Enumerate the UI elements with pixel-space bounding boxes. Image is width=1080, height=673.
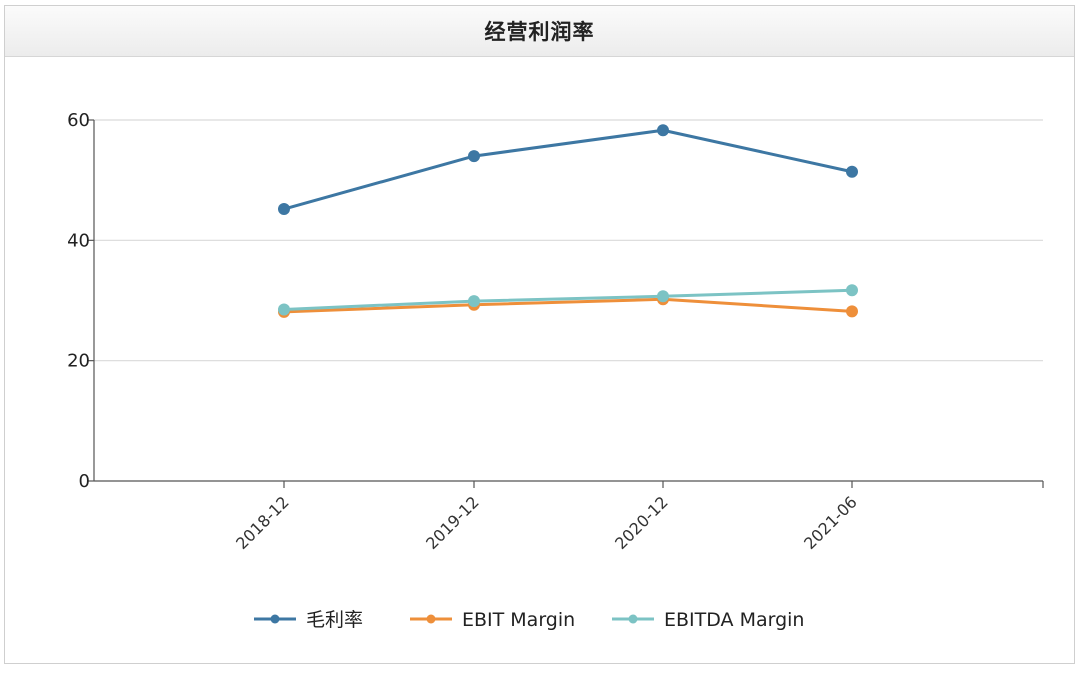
- legend-swatch-marker: [628, 614, 638, 624]
- series: [278, 124, 858, 318]
- series-line: [283, 288, 853, 312]
- y-tick-label: 60: [67, 110, 90, 131]
- x-tick-label: 2020-12: [611, 492, 672, 553]
- data-point[interactable]: [278, 303, 290, 316]
- y-tick-label: 0: [79, 471, 90, 492]
- chart-panel: 经营利润率: [4, 5, 1075, 664]
- data-point[interactable]: [846, 305, 858, 318]
- legend-label: 毛利率: [306, 609, 363, 631]
- data-point[interactable]: [846, 284, 858, 297]
- x-tick-label: 2021-06: [800, 492, 861, 553]
- data-point[interactable]: [468, 295, 480, 308]
- y-tick-label: 20: [67, 351, 90, 372]
- series-0: [278, 124, 858, 216]
- data-point[interactable]: [278, 203, 290, 216]
- legend-item-2[interactable]: EBITDA Margin: [612, 609, 804, 631]
- data-point[interactable]: [657, 290, 669, 303]
- legend-swatch-marker: [270, 614, 280, 624]
- series-line: [283, 128, 853, 211]
- panel-header: 经营利润率: [5, 6, 1074, 57]
- axes: [93, 120, 1044, 488]
- data-point[interactable]: [657, 124, 669, 137]
- panel-title: 经营利润率: [484, 20, 595, 44]
- legend-item-1[interactable]: EBIT Margin: [410, 609, 575, 631]
- x-tick-labels: 2018-12 2019-12 2020-12 2021-06: [232, 481, 861, 553]
- data-point[interactable]: [846, 165, 858, 178]
- legend-label: EBIT Margin: [462, 609, 575, 631]
- x-tick-label: 2019-12: [422, 492, 483, 553]
- data-point[interactable]: [468, 150, 480, 163]
- y-tick-label: 40: [67, 230, 90, 251]
- legend-item-0[interactable]: 毛利率: [254, 609, 363, 631]
- legend-swatch-marker: [426, 614, 436, 624]
- legend-label: EBITDA Margin: [664, 609, 804, 631]
- grid-lines: [94, 119, 1043, 362]
- series-2: [278, 284, 858, 316]
- series-line: [283, 297, 853, 314]
- x-tick-label: 2018-12: [232, 492, 293, 553]
- y-tick-labels: 0 20 40 60: [67, 110, 94, 492]
- legend: 毛利率 EBIT Margin EBITDA Margin: [254, 609, 804, 631]
